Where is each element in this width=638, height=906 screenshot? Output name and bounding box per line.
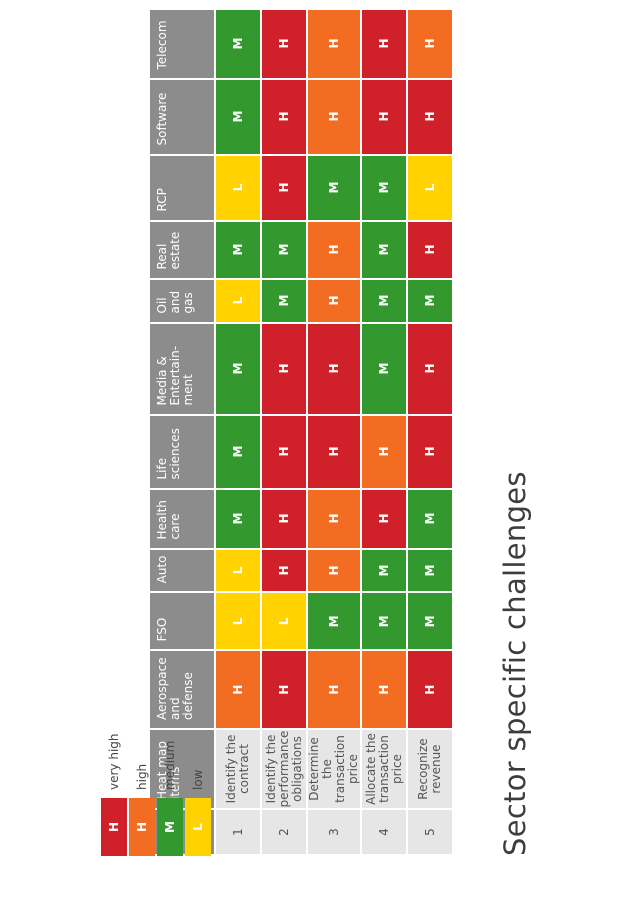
table-row: 1 Identify the contract H L L M M M L M L M M [216,9,260,854]
page-title: Sector specific challenges [498,471,532,856]
heat-cell: H [308,79,360,154]
heat-cell: H [362,79,406,154]
heat-cell: H [308,549,360,592]
heat-cell: M [362,593,406,650]
heat-cell: H [308,279,360,322]
heat-cell: L [216,549,260,592]
heat-cell: M [408,489,452,548]
heat-map-item: Allocate the transaction price [362,730,406,808]
heat-cell: M [408,593,452,650]
heat-cell: M [216,323,260,414]
heat-cell: H [308,221,360,278]
table-row: 5 Recognize revenue H M M M H H M H L H H [408,9,452,854]
heat-cell: H [262,155,306,220]
step-number: 4 [362,810,406,854]
legend-swatch: M [157,798,183,856]
heat-cell: L [216,593,260,650]
heat-cell: M [362,221,406,278]
heat-cell: M [216,489,260,548]
column-header: Software [150,79,214,154]
table-body: 1 Identify the contract H L L M M M L M L M M 2 Identi… [216,9,452,854]
heat-cell: M [362,549,406,592]
heat-cell: M [216,9,260,78]
heat-cell: M [408,279,452,322]
heat-cell: H [408,79,452,154]
heat-cell: H [308,323,360,414]
heat-cell: M [408,549,452,592]
heat-cell: M [216,221,260,278]
heat-cell: M [262,221,306,278]
step-number: 1 [216,810,260,854]
heat-cell: L [262,593,306,650]
step-number: 2 [262,810,306,854]
heat-cell: M [216,79,260,154]
heat-cell: H [308,415,360,488]
heat-cell: H [362,415,406,488]
heat-cell: H [216,651,260,728]
heat-cell: L [408,155,452,220]
column-header: Media & Entertain- ment [150,323,214,414]
column-header: Health care [150,489,214,548]
heat-cell: H [408,221,452,278]
heat-cell: H [262,489,306,548]
column-header: RCP [150,155,214,220]
column-header: Real estate [150,221,214,278]
table-row: 3 Determine the transaction price H M H H H H H H… [307,9,360,854]
heat-cell: L [216,279,260,322]
table-row: 2 Identify the performance obligations H L H… [262,9,306,854]
heat-cell: H [262,9,306,78]
heat-map-item: Determine the transaction price [307,730,360,808]
heat-cell: M [216,415,260,488]
heat-cell: M [362,279,406,322]
legend-swatch: H [129,798,155,856]
heat-map-item: Identify the performance obligations [262,730,306,808]
heat-cell: L [216,155,260,220]
legend-label: very high [107,733,121,791]
table-row: 4 Allocate the transaction price H M M H H M M M M… [362,9,406,854]
heat-cell: M [362,155,406,220]
column-header: Auto [150,549,214,592]
heat-cell: H [262,549,306,592]
heat-cell: H [308,489,360,548]
heat-cell: H [362,9,406,78]
heat-cell: H [408,651,452,728]
heat-cell: M [362,323,406,414]
heat-cell: H [262,651,306,728]
heat-cell: H [262,79,306,154]
heat-cell: H [262,415,306,488]
column-header: Aerospace and defense [150,651,214,728]
heat-cell: M [308,593,360,650]
heat-cell: H [408,323,452,414]
heat-cell: H [308,651,360,728]
heat-cell: H [408,9,452,78]
column-header: FSO [150,593,214,650]
heat-cell: H [262,323,306,414]
legend-label: medium [163,740,177,790]
heat-cell: H [362,489,406,548]
column-header: Telecom [150,9,214,78]
legend-swatch: H [101,798,127,856]
heat-cell: H [308,9,360,78]
step-number: 3 [308,810,360,854]
column-header: Life sciences [150,415,214,488]
heat-cell: H [408,415,452,488]
heat-cell: M [262,279,306,322]
heat-cell: H [362,651,406,728]
heat-map-item: Recognize revenue [408,730,452,808]
step-number: 5 [408,810,452,854]
legend-label: low [191,769,205,791]
heat-cell: M [308,155,360,220]
column-header: Oil and gas [150,279,214,322]
heat-map-item: Identify the contract [216,730,260,808]
legend-swatch: L [185,798,211,856]
legend-label: high [135,763,149,790]
